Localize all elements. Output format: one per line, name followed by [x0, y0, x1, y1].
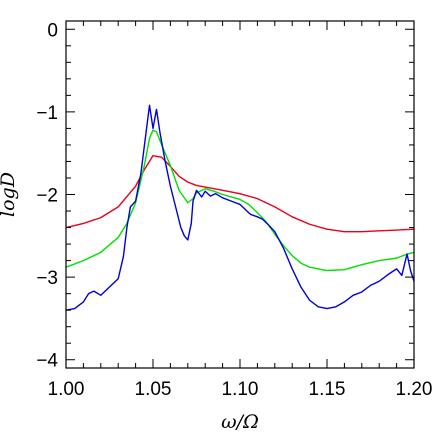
- y-axis-label: logD: [0, 172, 19, 217]
- series-line-1: [65, 154, 415, 233]
- series-line-2: [65, 129, 415, 272]
- x-axis-label: ω/Ω: [221, 411, 259, 433]
- series-line-3: [65, 104, 415, 311]
- labels-layer: 1.00 1.05 1.10 1.15 1.20 0 −1 −2 −3 −4: [36, 20, 432, 400]
- x-tick-label: 1.00: [48, 379, 85, 400]
- x-tick-label: 1.10: [222, 379, 259, 400]
- series-layer: [65, 104, 415, 311]
- y-tick-label: 0: [47, 20, 58, 41]
- y-tick-label: −1: [36, 103, 58, 124]
- axes-layer: [65, 20, 415, 369]
- x-tick-label: 1.05: [135, 379, 172, 400]
- plot-frame: [65, 20, 415, 369]
- y-tick-label: −2: [36, 186, 58, 207]
- y-tick-label: −4: [36, 351, 58, 372]
- x-tick-label: 1.20: [396, 379, 433, 400]
- x-tick-label: 1.15: [309, 379, 346, 400]
- y-tick-label: −3: [36, 268, 58, 289]
